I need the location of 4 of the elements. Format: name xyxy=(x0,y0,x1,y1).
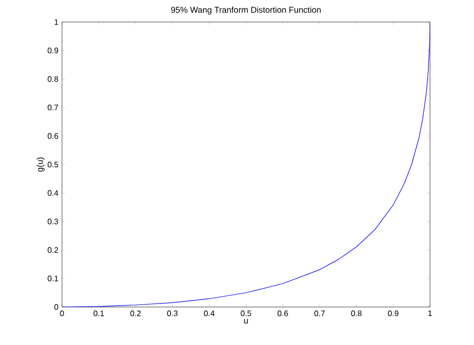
y-axis-title: g(u) xyxy=(36,157,45,172)
line-series xyxy=(62,22,430,307)
x-axis-title: u xyxy=(244,319,248,324)
chart-title: 95% Wang Tranform Distortion Function xyxy=(171,6,321,14)
